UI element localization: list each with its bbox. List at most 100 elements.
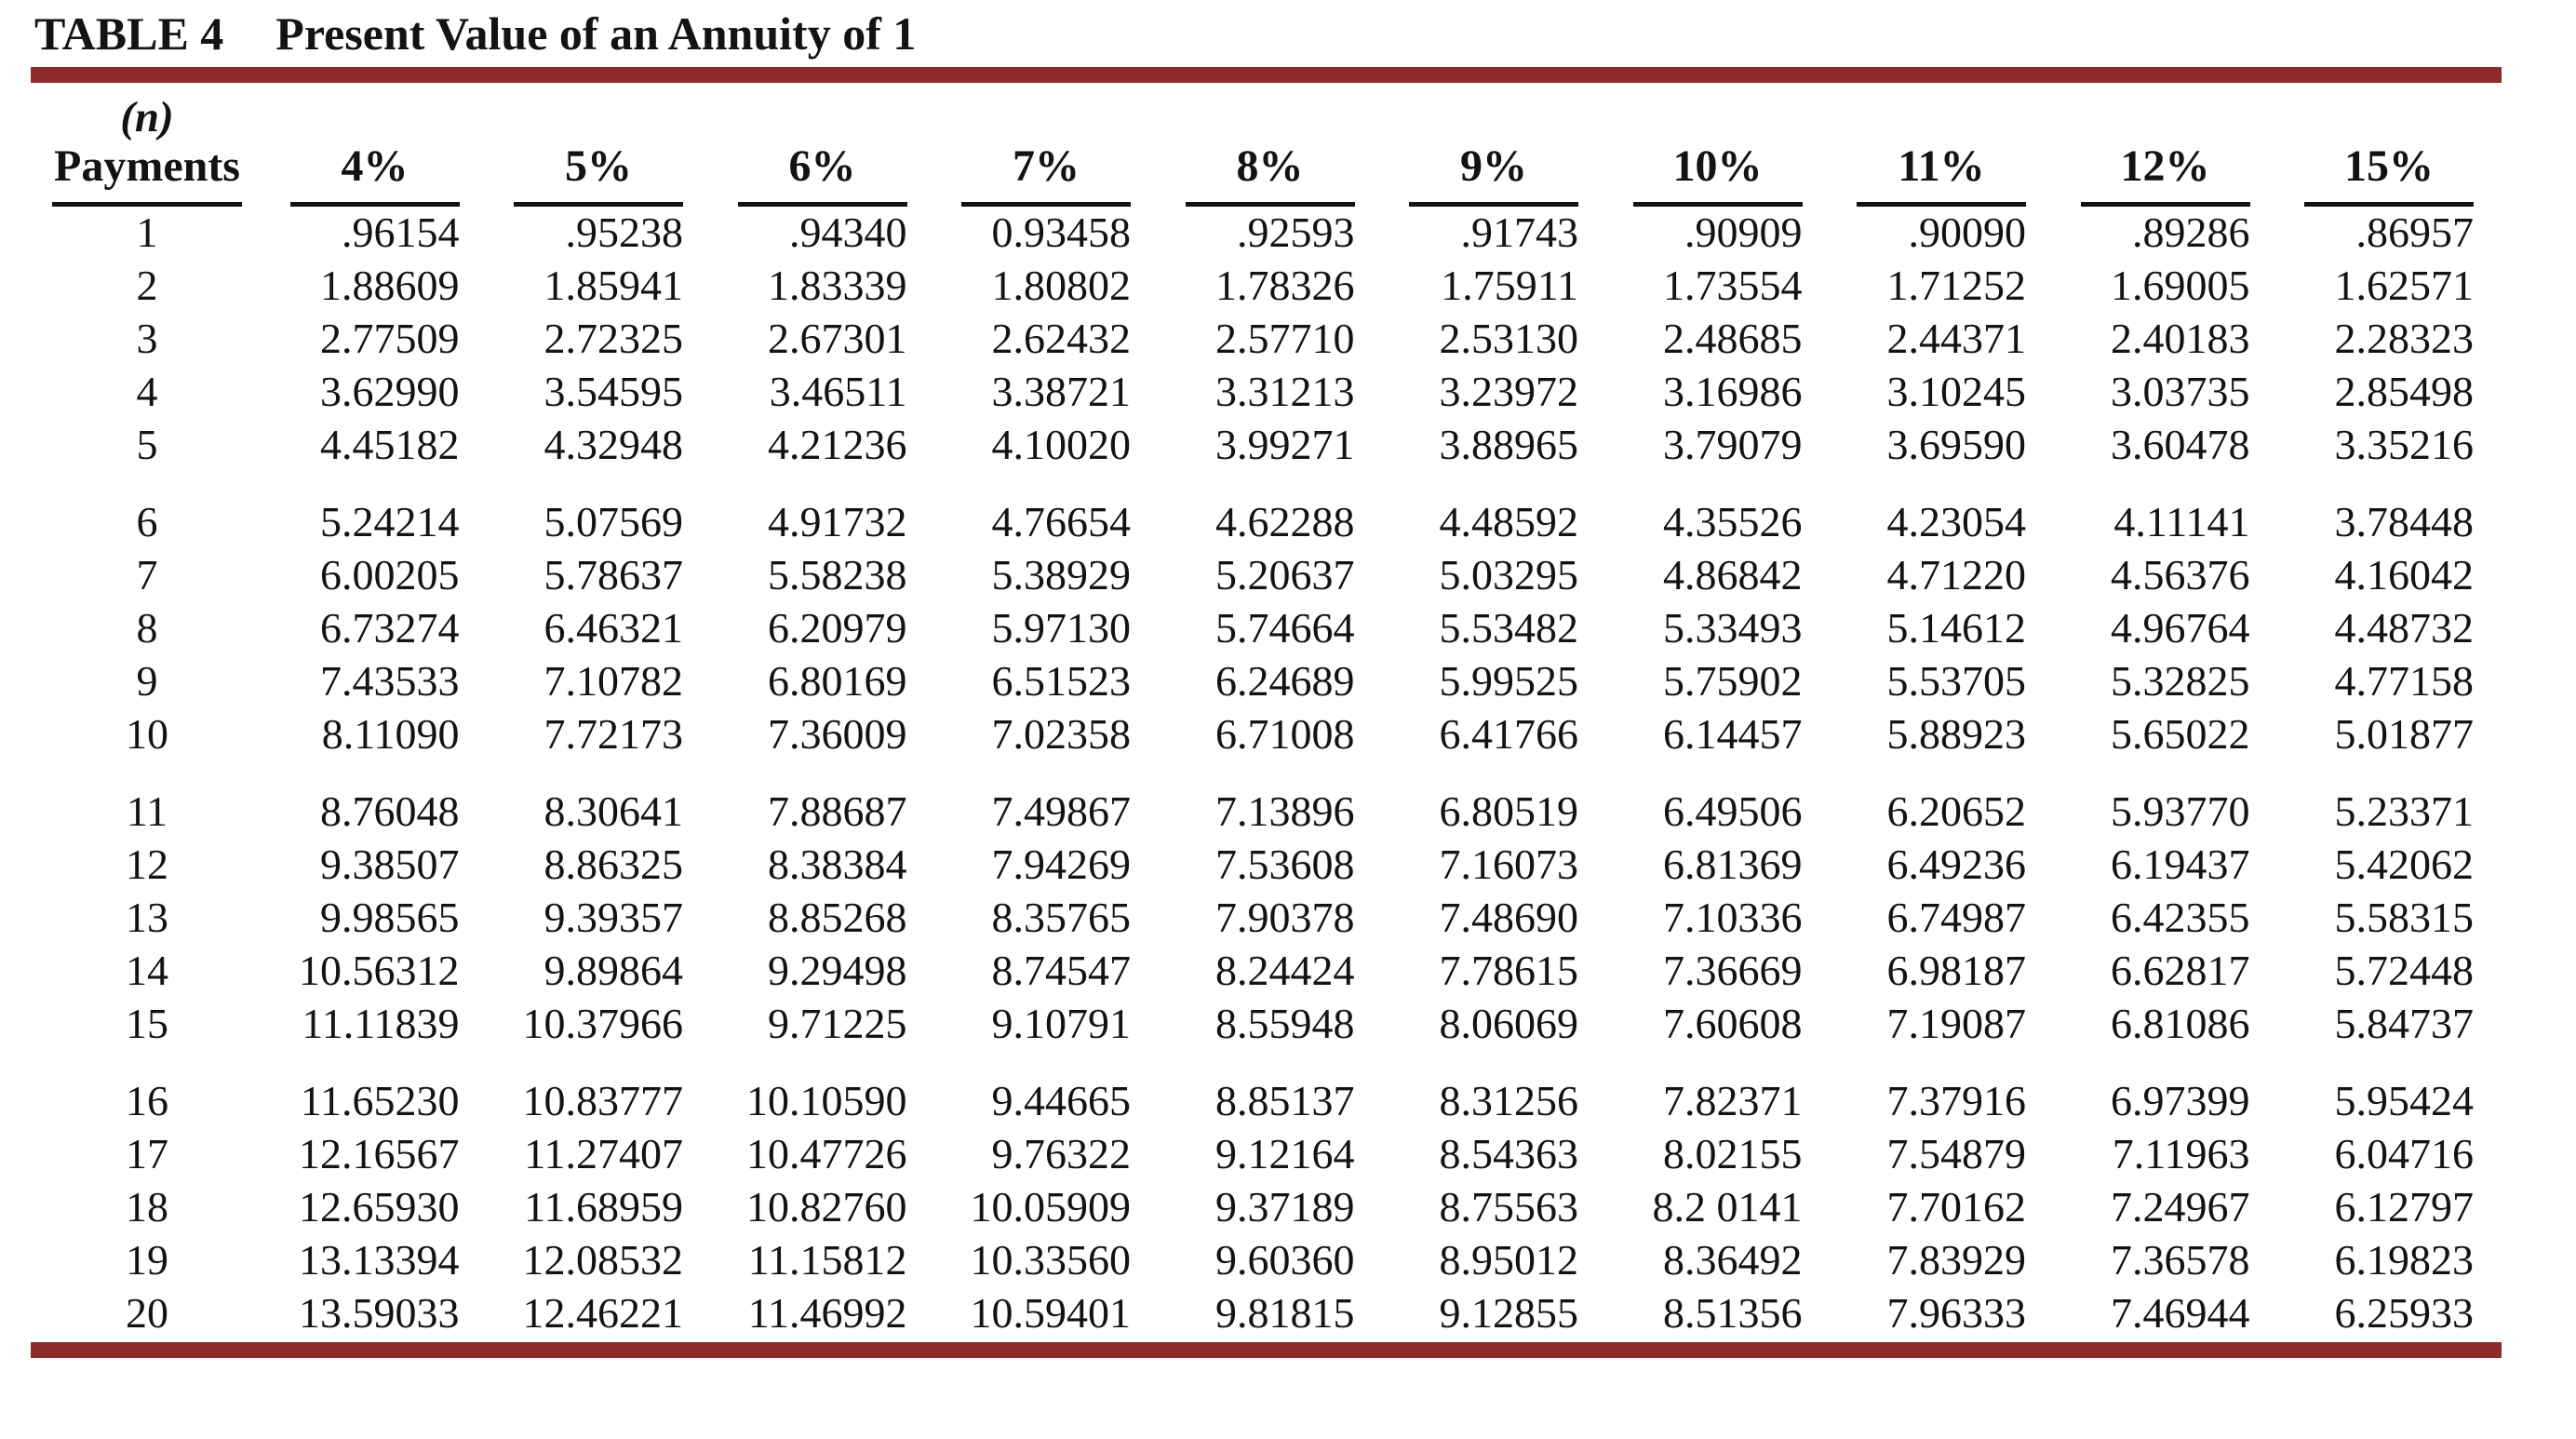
table-row: 15 11.11839 10.37966 9.71225 9.10791 8.5… [31, 998, 2502, 1051]
header-row-top: (n) [31, 93, 2502, 144]
table-cell: 3.46511 [769, 368, 907, 416]
table-cell: 8.54363 [1439, 1130, 1579, 1178]
table-cell: 9.60360 [1215, 1236, 1355, 1284]
column-header-4pct: 4% [263, 142, 488, 207]
table-row: 6 5.24214 5.07569 4.91732 4.76654 4.6228… [31, 472, 2502, 549]
column-header-9pct: 9% [1383, 142, 1607, 207]
table-cell: 11.11839 [302, 1000, 460, 1048]
table-cell: 6.62817 [2111, 947, 2250, 995]
table-cell: 5.07569 [543, 498, 684, 546]
table-cell: 9.12855 [1439, 1289, 1579, 1338]
table-cell: 2.53130 [1439, 315, 1579, 363]
table-cell: 9.39357 [543, 894, 684, 942]
table-cell: 8.85268 [768, 894, 907, 942]
table-cell: 4.91732 [768, 498, 907, 546]
table-cell: 3.88965 [1439, 421, 1579, 469]
table-cell: 3.60478 [2111, 421, 2250, 469]
payments-n-cell: 18 [126, 1183, 168, 1231]
table-cell: 4.96764 [2111, 604, 2250, 652]
table-cell: 7.10782 [543, 657, 684, 706]
payments-n-cell: 9 [136, 657, 158, 706]
table-row: 9 7.43533 7.10782 6.80169 6.51523 6.2468… [31, 655, 2502, 708]
table-cell: 8.55948 [1215, 1000, 1355, 1048]
payments-n-cell: 20 [126, 1289, 168, 1338]
column-header-label: 15% [2304, 142, 2474, 207]
column-header-8pct: 8% [1159, 142, 1383, 207]
table-row: 5 4.45182 4.32948 4.21236 4.10020 3.9927… [31, 419, 2502, 472]
table-cell: 2.77509 [320, 315, 460, 363]
table-cell: 4.86842 [1663, 551, 1803, 599]
table-cell: 12.16567 [299, 1130, 460, 1178]
table-cell: 8.02155 [1663, 1130, 1803, 1178]
table-cell: 5.88923 [1886, 710, 2027, 759]
table-cell: 7.54879 [1886, 1130, 2027, 1178]
column-header-label: 12% [2080, 142, 2250, 207]
content-area: TABLE 4 Present Value of an Annuity of 1… [31, 9, 2502, 1358]
table-row: 3 2.77509 2.72325 2.67301 2.62432 2.5771… [31, 313, 2502, 366]
table-cell: 6.80169 [768, 657, 907, 706]
column-header-label: 11% [1857, 142, 2026, 207]
table-cell: 6.25933 [2334, 1289, 2475, 1338]
table-cell: 6.14457 [1663, 710, 1803, 759]
payments-n-cell: 14 [126, 947, 168, 995]
table-row: 16 11.65230 10.83777 10.10590 9.44665 8.… [31, 1051, 2502, 1128]
table-cell: 7.70162 [1886, 1183, 2027, 1231]
column-header-11pct: 11% [1831, 142, 2055, 207]
table-cell: 8.38384 [768, 841, 907, 889]
table-cell: 5.74664 [1215, 604, 1355, 652]
table-cell: 2.44371 [1886, 315, 2027, 363]
table-cell: 10.33560 [970, 1236, 1132, 1284]
table-row: 19 13.13394 12.08532 11.15812 10.33560 9… [31, 1234, 2502, 1287]
payments-n-cell: 6 [136, 498, 158, 546]
payments-n-cell: 4 [136, 368, 158, 416]
table-cell: .90909 [1684, 208, 1803, 257]
table-cell: 6.04716 [2334, 1130, 2475, 1178]
table-cell: 11.65230 [300, 1077, 460, 1125]
table-cell: 10.05909 [970, 1183, 1132, 1231]
table-cell: 3.31213 [1215, 368, 1355, 416]
table-cell: 1.78326 [1215, 262, 1355, 310]
table-cell: 8.74547 [991, 947, 1132, 995]
column-header-label: 6% [737, 142, 907, 207]
table-cell: 2.72325 [543, 315, 684, 363]
table-cell: 6.51523 [991, 657, 1132, 706]
table-cell: 10.37966 [522, 1000, 684, 1048]
payments-n-cell: 3 [136, 315, 158, 363]
table-cell: 7.36578 [2111, 1236, 2250, 1284]
table-cell: 7.19087 [1886, 1000, 2027, 1048]
table-cell: 12.65930 [299, 1183, 460, 1231]
table-cell: 8.11090 [321, 710, 460, 759]
table-cell: 7.82371 [1663, 1077, 1803, 1125]
table-cell: 6.81369 [1663, 841, 1803, 889]
table-cell: 5.38929 [991, 551, 1132, 599]
table-cell: 5.53705 [1886, 657, 2027, 706]
payments-n-cell: 2 [136, 262, 158, 310]
table-cell: 9.44665 [991, 1077, 1132, 1125]
table-cell: 4.16042 [2334, 551, 2475, 599]
table-cell: 8.2 0141 [1652, 1183, 1803, 1231]
payments-n-cell: 13 [126, 894, 168, 942]
table-row: 20 13.59033 12.46221 11.46992 10.59401 9… [31, 1287, 2502, 1340]
table-cell: 6.49236 [1886, 841, 2027, 889]
table-cell: 5.95424 [2334, 1077, 2475, 1125]
table-cell: 7.49867 [991, 787, 1132, 836]
table-cell: 8.51356 [1663, 1289, 1803, 1338]
table-cell: 7.36669 [1663, 947, 1803, 995]
table-cell: 7.11963 [2112, 1130, 2250, 1178]
column-header-10pct: 10% [1606, 142, 1831, 207]
table-cell: 4.77158 [2334, 657, 2475, 706]
table-body: 1 .96154 .95238 .94340 0.93458 .92593 .9… [31, 207, 2502, 1340]
table-cell: 1.80802 [991, 262, 1132, 310]
table-row: 2 1.88609 1.85941 1.83339 1.80802 1.7832… [31, 260, 2502, 313]
table-cell: 3.69590 [1886, 421, 2027, 469]
table-cell: 7.10336 [1663, 894, 1803, 942]
table-cell: 5.32825 [2111, 657, 2250, 706]
payments-n-cell: 7 [136, 551, 158, 599]
table-cell: 8.35765 [991, 894, 1132, 942]
table-cell: 7.88687 [768, 787, 907, 836]
table-row: 13 9.98565 9.39357 8.85268 8.35765 7.903… [31, 892, 2502, 945]
table-cell: 8.30641 [543, 787, 684, 836]
table-cell: 7.72173 [543, 710, 684, 759]
table-cell: 4.62288 [1215, 498, 1355, 546]
